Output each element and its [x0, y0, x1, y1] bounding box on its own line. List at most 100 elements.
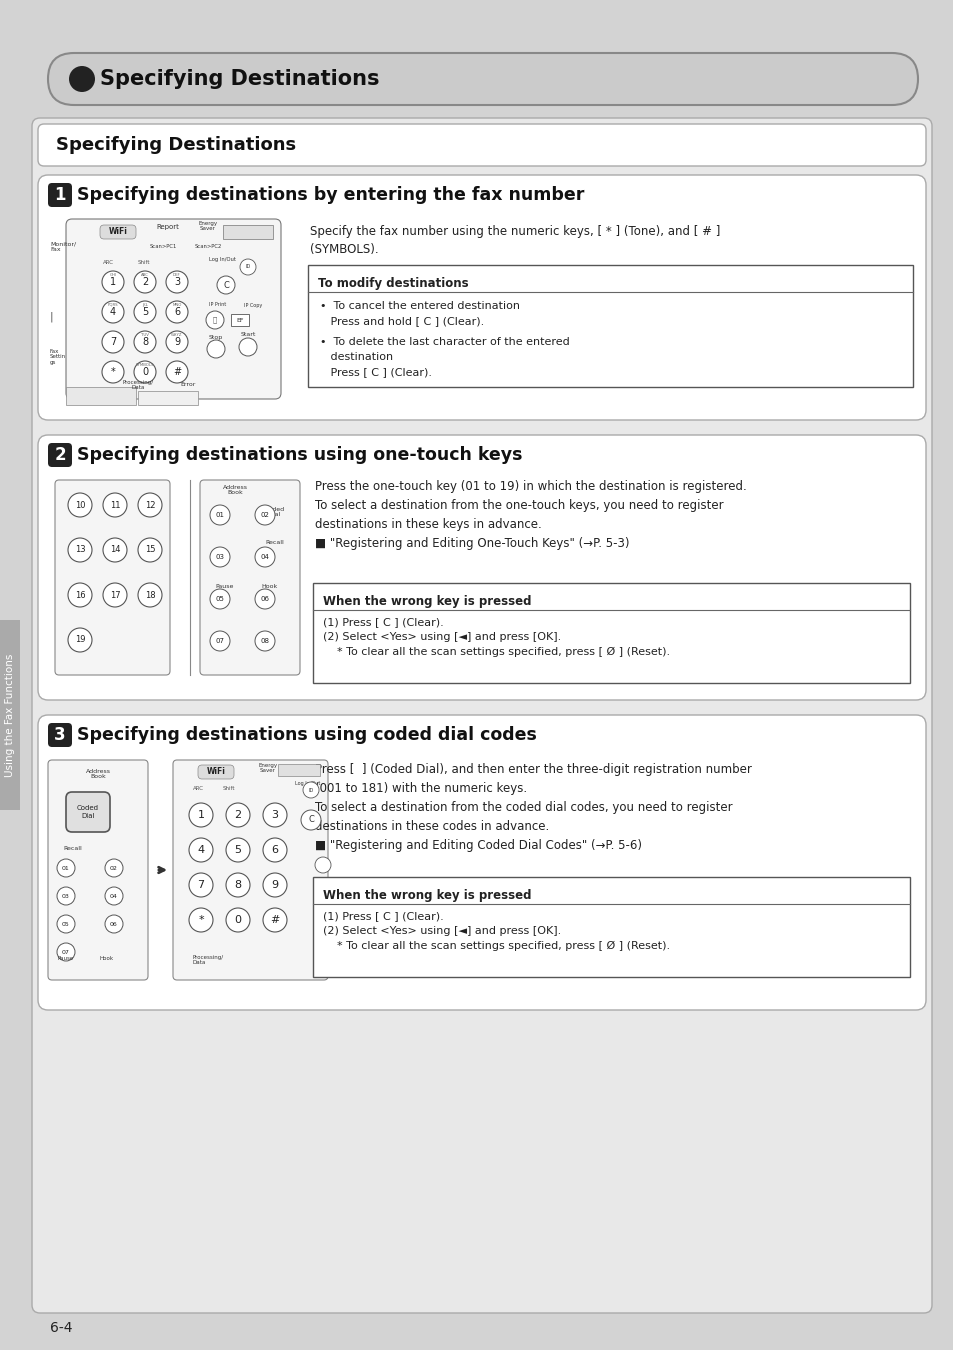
Text: #: #: [172, 367, 181, 377]
Text: Recall: Recall: [63, 845, 82, 850]
Text: Scan>PC2: Scan>PC2: [194, 244, 221, 250]
Text: WiFi: WiFi: [207, 768, 225, 776]
Circle shape: [102, 360, 124, 383]
Circle shape: [210, 589, 230, 609]
FancyBboxPatch shape: [38, 716, 925, 1010]
Text: 10: 10: [74, 501, 85, 509]
Circle shape: [263, 838, 287, 863]
Text: 5: 5: [142, 306, 148, 317]
Text: Stop: Stop: [209, 335, 223, 339]
Text: 12: 12: [145, 501, 155, 509]
Circle shape: [254, 547, 274, 567]
Text: Scan>PC1: Scan>PC1: [150, 244, 176, 250]
Text: IP Print: IP Print: [209, 302, 227, 308]
Text: 8: 8: [234, 880, 241, 890]
Circle shape: [138, 539, 162, 562]
Text: 4: 4: [110, 306, 116, 317]
FancyBboxPatch shape: [66, 219, 281, 400]
Circle shape: [263, 873, 287, 896]
Text: 04: 04: [260, 554, 269, 560]
Text: Pause: Pause: [58, 956, 74, 960]
Text: EF: EF: [236, 317, 244, 323]
Bar: [277, 764, 319, 776]
FancyBboxPatch shape: [32, 117, 931, 1314]
Text: Specifying destinations using coded dial codes: Specifying destinations using coded dial…: [77, 726, 537, 744]
Circle shape: [226, 838, 250, 863]
Circle shape: [103, 493, 127, 517]
Circle shape: [103, 539, 127, 562]
Text: WXYZ: WXYZ: [172, 333, 183, 338]
Circle shape: [189, 838, 213, 863]
Circle shape: [138, 583, 162, 608]
Text: 18: 18: [145, 590, 155, 599]
Text: 🔒: 🔒: [213, 317, 217, 323]
Text: Press the one-touch key (01 to 19) in which the destination is registered.
To se: Press the one-touch key (01 to 19) in wh…: [314, 481, 746, 549]
Text: Processing/
Data: Processing/ Data: [122, 379, 153, 390]
Circle shape: [68, 493, 91, 517]
Circle shape: [189, 873, 213, 896]
Text: 6: 6: [272, 845, 278, 855]
Text: 17: 17: [110, 590, 120, 599]
Text: ID: ID: [308, 787, 314, 792]
FancyBboxPatch shape: [38, 176, 925, 420]
Text: 02: 02: [260, 512, 269, 518]
Text: Energy
Saver: Energy Saver: [258, 763, 277, 774]
Circle shape: [133, 301, 156, 323]
Text: 3: 3: [54, 726, 66, 744]
Text: 5: 5: [234, 845, 241, 855]
Text: Using the Fax Functions: Using the Fax Functions: [5, 653, 15, 776]
Text: 06: 06: [260, 595, 269, 602]
FancyBboxPatch shape: [48, 184, 71, 207]
Text: Specifying destinations using one-touch keys: Specifying destinations using one-touch …: [77, 446, 522, 464]
FancyBboxPatch shape: [172, 760, 328, 980]
Circle shape: [133, 360, 156, 383]
Circle shape: [303, 782, 318, 798]
Text: 9: 9: [173, 338, 180, 347]
Text: Coded
Dial: Coded Dial: [77, 806, 99, 818]
Text: Specify the fax number using the numeric keys, [ * ] (Tone), and [ # ]
(SYMBOLS): Specify the fax number using the numeric…: [310, 225, 720, 256]
Circle shape: [166, 301, 188, 323]
Text: Specifying Destinations: Specifying Destinations: [100, 69, 379, 89]
Text: 07: 07: [215, 639, 224, 644]
Text: 05: 05: [215, 595, 224, 602]
Text: 7: 7: [110, 338, 116, 347]
Text: Hook: Hook: [100, 956, 114, 960]
Circle shape: [254, 589, 274, 609]
Text: •  To delete the last character of the entered
   destination
   Press [ C ] (Cl: • To delete the last character of the en…: [319, 338, 569, 377]
Circle shape: [103, 583, 127, 608]
Text: 03: 03: [215, 554, 224, 560]
Text: C: C: [308, 815, 314, 825]
Text: Monitor/
Fax: Monitor/ Fax: [50, 242, 76, 252]
Text: 7: 7: [197, 880, 204, 890]
Text: ARC: ARC: [103, 259, 113, 265]
Circle shape: [254, 505, 274, 525]
Circle shape: [105, 915, 123, 933]
Circle shape: [68, 539, 91, 562]
Circle shape: [57, 944, 75, 961]
Text: Press [  ] (Coded Dial), and then enter the three-digit registration number
(001: Press [ ] (Coded Dial), and then enter t…: [314, 763, 751, 852]
Circle shape: [210, 630, 230, 651]
Circle shape: [263, 909, 287, 931]
Circle shape: [68, 628, 91, 652]
Circle shape: [226, 803, 250, 828]
Text: 15: 15: [145, 545, 155, 555]
Text: Address
Book: Address Book: [222, 485, 247, 495]
Text: 14: 14: [110, 545, 120, 555]
Text: 0: 0: [234, 915, 241, 925]
Text: Address
Book: Address Book: [86, 768, 111, 779]
Circle shape: [206, 310, 224, 329]
FancyBboxPatch shape: [48, 443, 71, 467]
Circle shape: [240, 259, 255, 275]
Circle shape: [133, 271, 156, 293]
Circle shape: [216, 275, 234, 294]
Text: Fax
Settin
gs: Fax Settin gs: [50, 348, 66, 366]
Text: Log In/Out: Log In/Out: [295, 782, 320, 787]
Circle shape: [314, 857, 331, 873]
FancyBboxPatch shape: [48, 760, 148, 980]
Text: C: C: [223, 281, 229, 289]
Circle shape: [57, 859, 75, 878]
FancyBboxPatch shape: [66, 792, 110, 832]
Circle shape: [189, 909, 213, 931]
Text: WiFi: WiFi: [109, 228, 128, 236]
Text: 8: 8: [142, 338, 148, 347]
